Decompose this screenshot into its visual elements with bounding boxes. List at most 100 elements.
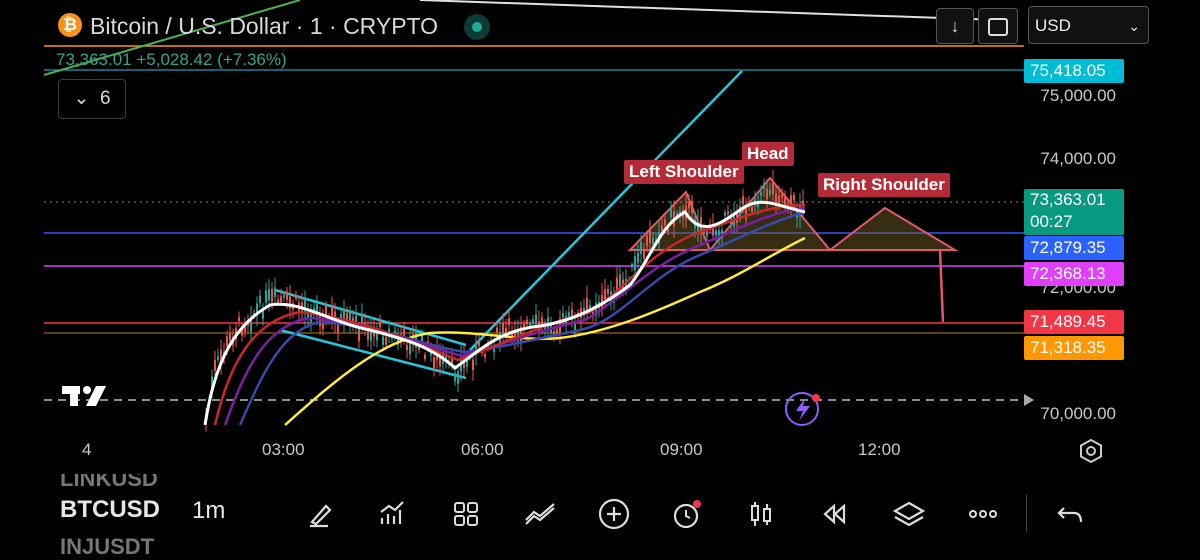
candle-body: [520, 326, 522, 342]
candle-body: [643, 249, 645, 259]
candle-body: [631, 264, 633, 268]
market-status-icon[interactable]: [464, 14, 490, 40]
candle-body: [331, 307, 333, 320]
replay-button[interactable]: [814, 494, 854, 534]
candle-body: [553, 331, 555, 335]
candle-body: [472, 359, 474, 371]
add-icon: [598, 498, 630, 530]
candle-body: [571, 309, 573, 320]
next-symbol[interactable]: INJUSDT: [60, 534, 155, 559]
price-chart[interactable]: [0, 0, 1200, 470]
candle-body: [307, 311, 309, 320]
indicator-toggle-button[interactable]: ⌄ 6: [58, 79, 126, 119]
candle-body: [238, 317, 240, 321]
candle-body: [574, 321, 576, 332]
candle-body: [286, 291, 288, 301]
candle-body: [511, 331, 513, 338]
interval-button[interactable]: 1m: [192, 497, 226, 524]
candle-body: [220, 349, 222, 365]
candle-body: [385, 337, 387, 345]
layout-button[interactable]: [446, 494, 486, 534]
add-button[interactable]: [594, 494, 634, 534]
layers-button[interactable]: [889, 494, 929, 534]
indicators-button[interactable]: [372, 494, 412, 534]
candle-body: [406, 345, 408, 351]
candle-body: [340, 313, 342, 322]
candle-body: [424, 354, 426, 359]
candle-body: [562, 313, 564, 318]
candle-body: [397, 333, 399, 345]
candle-body: [526, 319, 528, 325]
candle-body: [478, 341, 480, 346]
candle-body: [259, 296, 261, 304]
down-arrow-button[interactable]: ↓: [936, 8, 974, 44]
candle-body: [544, 326, 546, 332]
candle-body: [379, 322, 381, 327]
candle-body: [289, 296, 291, 309]
symbol-title[interactable]: Bitcoin / U.S. Dollar · 1 · CRYPTO: [90, 13, 439, 39]
candle-body: [649, 228, 651, 244]
currency-select[interactable]: USD ⌄: [1028, 6, 1149, 44]
candle-body: [607, 289, 609, 294]
candle-body: [382, 336, 384, 345]
candle-body: [775, 193, 777, 207]
candle-body: [295, 294, 297, 299]
candle-body: [214, 359, 216, 371]
fullscreen-button[interactable]: [978, 8, 1018, 44]
fullscreen-icon: [988, 18, 1008, 37]
candle-body: [718, 230, 720, 240]
prev-symbol[interactable]: LINKUSD: [60, 466, 158, 491]
candle-body: [433, 357, 435, 369]
blue-price-tag: 72,879.35: [1024, 236, 1124, 260]
alert-button[interactable]: [666, 494, 706, 534]
candle-body: [604, 289, 606, 300]
candle-body: [724, 212, 726, 216]
settings-icon[interactable]: [1078, 438, 1104, 464]
candle-body: [502, 323, 504, 335]
candle-body: [781, 194, 783, 198]
lightning-icon[interactable]: [785, 392, 819, 426]
candle-body: [793, 194, 795, 201]
time-label-0900: 09:00: [660, 440, 703, 459]
candle-body: [262, 310, 264, 320]
ma-blue: [238, 210, 806, 426]
candle-body: [616, 277, 618, 291]
candle-body: [691, 200, 693, 213]
compare-button[interactable]: [520, 494, 560, 534]
compare-icon: [525, 503, 555, 525]
indicators-icon: [380, 501, 404, 524]
candle-body: [277, 299, 279, 304]
indicator-count: 6: [99, 88, 111, 109]
candle-body: [514, 330, 516, 340]
candle-type-button[interactable]: [741, 494, 781, 534]
draw-tool-button[interactable]: [300, 494, 340, 534]
candle-body: [301, 302, 303, 311]
current-symbol[interactable]: BTCUSD: [60, 496, 160, 523]
candle-body: [268, 288, 270, 301]
time-label-1200: 12:00: [858, 440, 901, 459]
right-shoulder-label: Right Shoulder: [818, 173, 950, 197]
candle-body: [346, 312, 348, 321]
candle-body: [457, 371, 459, 385]
candle-body: [532, 319, 534, 324]
candle-body: [484, 354, 486, 358]
candle-body: [367, 328, 369, 340]
candle-body: [376, 330, 378, 341]
candle-body: [589, 305, 591, 310]
candle-body: [256, 303, 258, 315]
candle-body: [727, 211, 729, 215]
more-button[interactable]: [963, 494, 1003, 534]
candle-body: [523, 323, 525, 329]
candle-body: [646, 235, 648, 247]
candle-body: [508, 318, 510, 326]
candle-body: [409, 342, 411, 355]
chevron-down-icon: ⌄: [1128, 18, 1140, 34]
undo-button[interactable]: [1050, 494, 1090, 534]
candle-body: [556, 328, 558, 336]
ma-red: [213, 203, 806, 426]
candle-body: [487, 344, 489, 349]
candle-body: [676, 213, 678, 217]
candle-body: [637, 252, 639, 264]
more-icon: [969, 510, 997, 518]
currency-value: USD: [1035, 16, 1071, 35]
